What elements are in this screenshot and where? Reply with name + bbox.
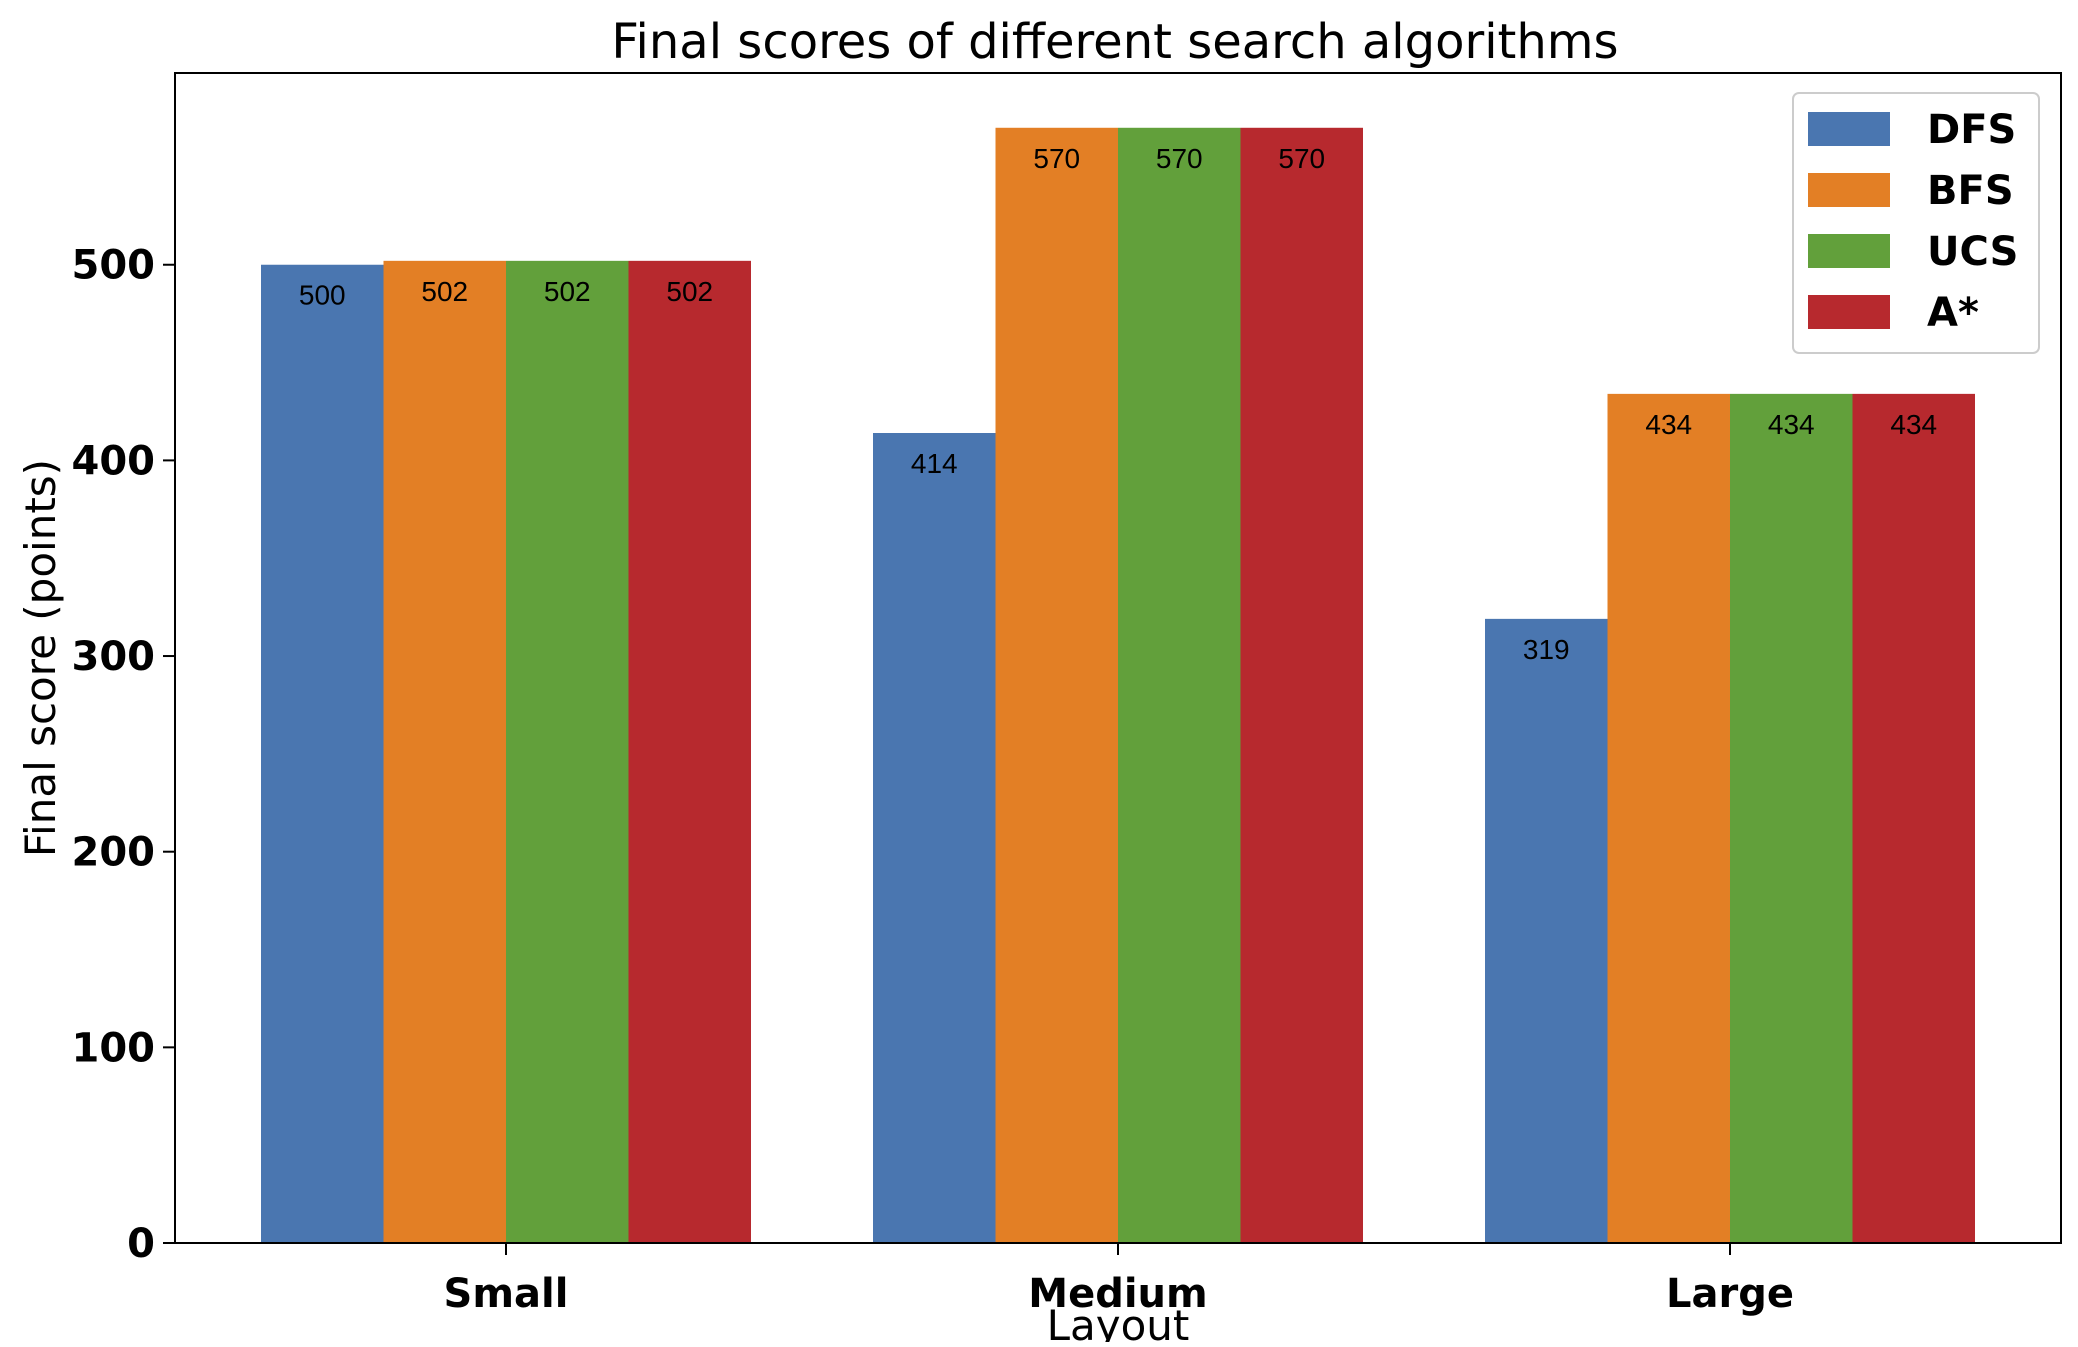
bar-bfs-medium [995, 127, 1118, 1243]
y-tick-label: 300 [72, 634, 156, 680]
legend-swatch [1808, 234, 1890, 268]
y-tick-label: 200 [72, 830, 156, 876]
data-label: 500 [299, 280, 346, 311]
x-tick-label: Large [1666, 1271, 1794, 1317]
bar-dfs-small [261, 264, 384, 1243]
bar-ucs-small [506, 260, 629, 1244]
bar-a-large [1852, 393, 1975, 1243]
legend-label: DFS [1927, 107, 2016, 153]
bar-dfs-large [1485, 618, 1608, 1243]
legend-label: A* [1927, 290, 1979, 336]
data-label: 570 [1278, 143, 1325, 174]
data-label: 570 [1156, 143, 1203, 174]
data-label: 502 [544, 276, 591, 307]
legend-items: DFS BFS UCS A* [1808, 107, 2018, 336]
y-tick-label: 500 [72, 243, 156, 289]
data-label: 434 [1890, 409, 1937, 440]
x-axis: Small Medium Large [444, 1243, 1794, 1317]
bars-layer [261, 127, 1975, 1244]
legend-swatch [1808, 173, 1890, 207]
data-label: 434 [1768, 409, 1815, 440]
legend-swatch [1808, 112, 1890, 146]
bar-a-small [628, 260, 751, 1244]
x-axis-label: Layout [1047, 1301, 1190, 1342]
x-tick-label: Medium [1028, 1271, 1207, 1317]
y-axis: 0 100 200 300 400 500 [72, 243, 175, 1267]
data-label: 434 [1645, 409, 1692, 440]
y-tick-label: 400 [72, 438, 156, 484]
legend-swatch [1808, 295, 1890, 329]
bar-dfs-medium [873, 433, 996, 1243]
data-labels-layer: 500 502 502 502 414 570 570 570 319 434 434 434 [299, 143, 1937, 665]
y-tick-label: 0 [127, 1221, 155, 1267]
bar-ucs-large [1730, 393, 1853, 1243]
legend-label: BFS [1927, 168, 2014, 214]
bar-bfs-small [383, 260, 506, 1244]
x-tick-label: Small [444, 1271, 569, 1317]
y-axis-label: Final score (points) [16, 459, 65, 857]
data-label: 570 [1033, 143, 1080, 174]
data-label: 414 [911, 448, 958, 479]
y-tick-label: 100 [72, 1025, 156, 1071]
legend: DFS BFS UCS A* [1792, 92, 2040, 354]
data-label: 319 [1523, 634, 1570, 665]
data-label: 502 [421, 276, 468, 307]
bar-a-medium [1240, 127, 1363, 1243]
chart-title: Final scores of different search algorit… [611, 14, 1618, 70]
bar-ucs-medium [1118, 127, 1241, 1243]
legend-label: UCS [1927, 229, 2018, 275]
data-label: 502 [666, 276, 713, 307]
legend-frame [1792, 92, 2040, 354]
bar-bfs-large [1607, 393, 1730, 1243]
